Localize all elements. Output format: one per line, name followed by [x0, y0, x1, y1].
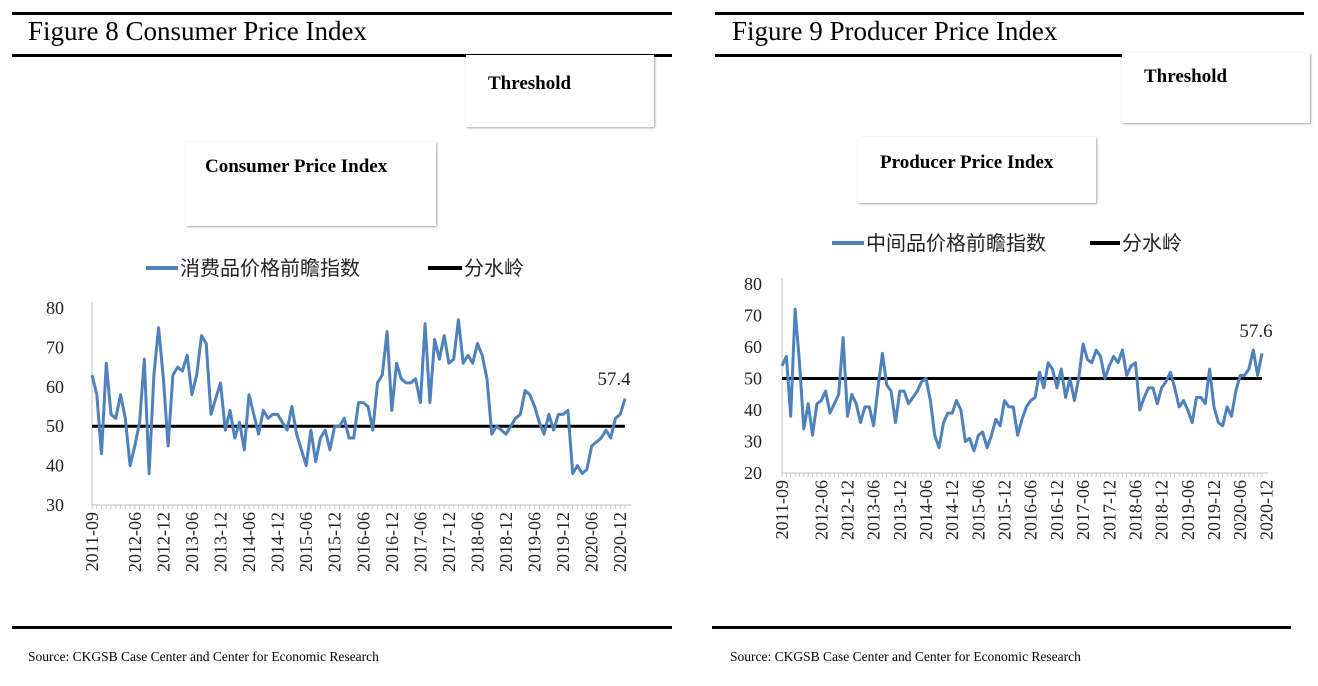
x-tick-label: 2017-06 — [1073, 480, 1093, 540]
y-tick-label: 60 — [46, 377, 64, 397]
y-tick-label: 30 — [744, 432, 762, 452]
x-tick-label: 2011-09 — [82, 512, 102, 571]
x-tick-label: 2015-06 — [296, 512, 316, 572]
threshold-box-label: Threshold — [488, 73, 572, 94]
x-tick-label: 2018-12 — [496, 512, 516, 572]
top-rule — [715, 12, 1304, 15]
cpi-chart: 80 70 60 50 40 30 2011-09 2012-06 2012-12 2013-06… — [46, 256, 631, 572]
top-rule — [12, 12, 672, 15]
y-tick-label: 70 — [744, 306, 762, 326]
x-tick-label: 2019-12 — [1204, 480, 1224, 540]
x-tick-label: 2016-06 — [1021, 480, 1041, 540]
x-tick-label: 2013-06 — [864, 480, 884, 540]
x-tick-label: 2019-06 — [1178, 480, 1198, 540]
x-tick-label: 2013-12 — [890, 480, 910, 540]
x-tick-label: 2013-12 — [210, 512, 230, 572]
x-tick-label: 2017-12 — [1099, 480, 1119, 540]
threshold-box — [1122, 53, 1310, 123]
y-tick-label: 30 — [46, 495, 64, 515]
x-tick-label: 2017-12 — [439, 512, 459, 572]
legend-label-threshold: 分水岭 — [464, 256, 524, 280]
threshold-box — [466, 55, 654, 127]
source-note: Source: CKGSB Case Center and Center for… — [730, 649, 1081, 664]
x-tick-label: 2016-12 — [1047, 480, 1067, 540]
figure-title: Figure 8 Consumer Price Index — [28, 16, 367, 46]
source-note: Source: CKGSB Case Center and Center for… — [28, 649, 379, 664]
legend-label-index: 消费品价格前瞻指数 — [180, 256, 360, 280]
y-tick-label: 80 — [46, 298, 64, 318]
x-tick-label: 2013-06 — [182, 512, 202, 572]
legend-label-threshold: 分水岭 — [1122, 231, 1182, 255]
index-series-line — [90, 318, 627, 475]
y-tick-label: 40 — [744, 400, 762, 420]
x-tick-label: 2016-12 — [382, 512, 402, 572]
x-tick-label: 2012-06 — [811, 480, 831, 540]
threshold-box-label: Threshold — [1144, 66, 1228, 87]
x-tick-label: 2015-06 — [968, 480, 988, 540]
y-tick-label: 20 — [744, 463, 762, 483]
x-tick-label: 2020-06 — [1230, 480, 1250, 540]
index-box-label: Consumer Price Index — [205, 156, 388, 177]
x-tick-label: 2014-06 — [916, 480, 936, 540]
figure-title: Figure 9 Producer Price Index — [732, 16, 1058, 46]
bottom-rule — [712, 626, 1291, 629]
index-box — [858, 137, 1096, 203]
index-box-label: Producer Price Index — [880, 152, 1054, 173]
x-tick-label: 2012-06 — [125, 512, 145, 572]
x-tick-label: 2019-06 — [525, 512, 545, 572]
y-tick-label: 40 — [46, 456, 64, 476]
x-tick-label: 2014-12 — [268, 512, 288, 572]
bottom-rule — [12, 626, 672, 629]
x-tick-label: 2020-12 — [610, 512, 630, 572]
index-box — [186, 142, 436, 226]
x-tick-label: 2014-12 — [942, 480, 962, 540]
x-tick-label: 2012-12 — [837, 480, 857, 540]
x-tick-label: 2016-06 — [353, 512, 373, 572]
legend-label-index: 中间品价格前瞻指数 — [866, 231, 1046, 255]
y-tick-label: 70 — [46, 337, 64, 357]
x-tick-label: 2020-06 — [582, 512, 602, 572]
x-tick-label: 2012-12 — [153, 512, 173, 572]
last-value-label: 57.6 — [1239, 321, 1272, 342]
x-tick-label: 2014-06 — [239, 512, 259, 572]
last-value-label: 57.4 — [597, 369, 631, 390]
figure-8-panel: Figure 8 Consumer Price Index Threshold … — [12, 12, 672, 664]
x-tick-label: 2018-12 — [1152, 480, 1172, 540]
index-series-line — [780, 307, 1264, 453]
x-tick-label: 2015-12 — [995, 480, 1015, 540]
x-tick-label: 2015-12 — [325, 512, 345, 572]
y-tick-label: 50 — [744, 369, 762, 389]
x-tick-label: 2017-06 — [410, 512, 430, 572]
x-tick-label: 2020-12 — [1256, 480, 1276, 540]
x-tick-label: 2018-06 — [467, 512, 487, 572]
x-tick-label: 2019-12 — [553, 512, 573, 572]
y-tick-label: 50 — [46, 416, 64, 436]
x-tick-label: 2011-09 — [772, 480, 792, 539]
y-tick-label: 60 — [744, 337, 762, 357]
y-tick-label: 80 — [744, 274, 762, 294]
title-underline — [12, 54, 672, 57]
x-tick-label: 2018-06 — [1125, 480, 1145, 540]
title-underline — [715, 54, 1123, 57]
